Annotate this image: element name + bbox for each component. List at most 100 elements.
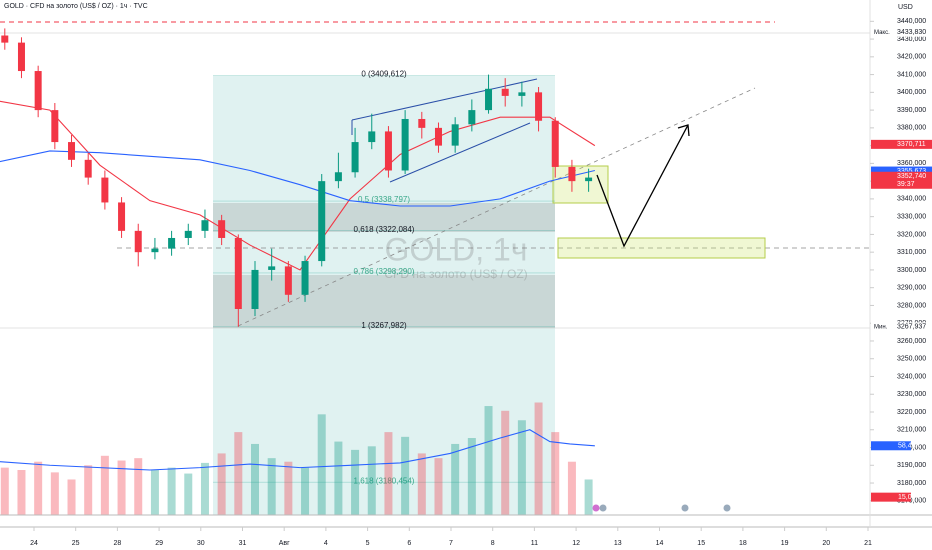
y-tick-label: 3260,000	[897, 338, 926, 345]
candle-body	[368, 131, 376, 143]
candle-body	[284, 266, 292, 295]
moving-average	[0, 100, 596, 271]
price-label: 3433,830	[897, 29, 926, 36]
y-tick-label: 3380,000	[897, 125, 926, 132]
price-label: 3355,673	[897, 168, 926, 175]
fib-label: 0,5 (3338,797)	[358, 195, 410, 204]
price-label-bg	[871, 139, 932, 149]
volume-bar	[401, 436, 410, 515]
candle-body	[168, 237, 176, 249]
x-tick-label: 20	[822, 540, 830, 547]
volume-bar	[167, 467, 176, 515]
volume-bar	[234, 432, 243, 515]
candle-body	[251, 269, 259, 309]
candle-body	[451, 124, 459, 146]
x-tick-label: 6	[407, 540, 411, 547]
y-tick-label: 3220,000	[897, 409, 926, 416]
candle-body	[418, 118, 426, 128]
volume-bar	[467, 438, 476, 515]
x-tick-label: 8	[491, 540, 495, 547]
volume-bar	[434, 458, 443, 515]
y-tick-label: 3330,000	[897, 213, 926, 220]
candle-body	[151, 248, 159, 253]
x-tick-label: 29	[155, 540, 163, 547]
volume-bar	[301, 467, 310, 515]
candle-body	[101, 177, 109, 203]
x-tick-label: 5	[366, 540, 370, 547]
y-tick-label: 3430,000	[897, 36, 926, 43]
candle-body	[551, 120, 559, 167]
event-icon	[599, 504, 607, 512]
y-tick-label: 3310,000	[897, 249, 926, 256]
volume-label-bg	[871, 492, 911, 502]
y-tick-label: 3400,000	[897, 89, 926, 96]
fib-label: 1,618 (3180,454)	[354, 476, 415, 485]
drawings	[0, 21, 870, 515]
candle-body	[468, 110, 476, 125]
price-label-bg	[871, 166, 932, 176]
target-zone	[557, 237, 766, 259]
y-tick-label: 3280,000	[897, 302, 926, 309]
candle-body	[184, 230, 192, 238]
x-tick-label: 15	[697, 540, 705, 547]
y-tick-label: 3240,000	[897, 373, 926, 380]
y-tick-label: 3200,000	[897, 444, 926, 451]
volume-label-bg	[871, 441, 911, 451]
moving-average	[0, 150, 595, 207]
x-tick-label: 28	[113, 540, 121, 547]
volume-bar	[67, 479, 76, 515]
candle-body	[318, 181, 326, 262]
volume-bar	[100, 455, 109, 515]
candle-body	[134, 230, 142, 253]
volume-bar	[200, 462, 209, 515]
fib-zone	[213, 76, 555, 515]
y-tick-label: 3190,000	[897, 462, 926, 469]
channel-line	[389, 122, 531, 183]
volume-bar	[34, 461, 43, 515]
candle-body	[518, 92, 526, 96]
y-tick-label: 3320,000	[897, 231, 926, 238]
chart-title: GOLD · CFD на золото (US$ / OZ) · 1ч · T…	[4, 3, 148, 10]
candle-body	[301, 261, 309, 295]
candle-body	[568, 166, 576, 182]
volume-bar	[584, 479, 593, 515]
volume-bar	[517, 420, 526, 515]
candle-body	[68, 142, 76, 160]
y-tick-label: 3410,000	[897, 71, 926, 78]
y-tick-label: 3290,000	[897, 285, 926, 292]
channel-line	[351, 78, 538, 121]
volume-bar	[184, 473, 193, 515]
event-icon	[723, 504, 731, 512]
volume-bar	[0, 467, 9, 515]
x-tick-label: 18	[739, 540, 747, 547]
x-tick-label: 11	[531, 540, 538, 547]
volume-bar	[484, 406, 493, 515]
y-tick-label: 3230,000	[897, 391, 926, 398]
watermark-title: GOLD, 1ч	[385, 231, 528, 267]
price-timer: 39:37	[897, 181, 915, 188]
y-tick-label: 3440,000	[897, 18, 926, 25]
x-tick-label: 24	[30, 540, 38, 547]
y-tick-label: 3340,000	[897, 196, 926, 203]
candle-body	[268, 266, 276, 270]
price-label: 3267,937	[897, 324, 926, 331]
price-label-bg	[871, 322, 932, 332]
x-tick-label: 14	[656, 540, 664, 547]
volume-bar	[334, 441, 343, 515]
volume-bar	[50, 472, 59, 515]
y-tick-label: 3170,000	[897, 498, 926, 505]
gray-zone	[213, 275, 555, 328]
gray-zone	[213, 203, 555, 232]
volume-ma	[0, 429, 595, 471]
y-tick-label: 3250,000	[897, 356, 926, 363]
price-label-prefix: Мин.	[874, 324, 888, 330]
price-label: 3352,740	[897, 173, 926, 180]
y-tick-label: 3180,000	[897, 480, 926, 487]
volume-bar	[551, 432, 560, 515]
x-tick-label: 30	[197, 540, 205, 547]
fib-label: 0,618 (3322,084)	[354, 225, 415, 234]
volume-label: 58,46K	[898, 443, 921, 450]
candle-body	[17, 42, 25, 72]
volume-bar	[567, 461, 576, 515]
